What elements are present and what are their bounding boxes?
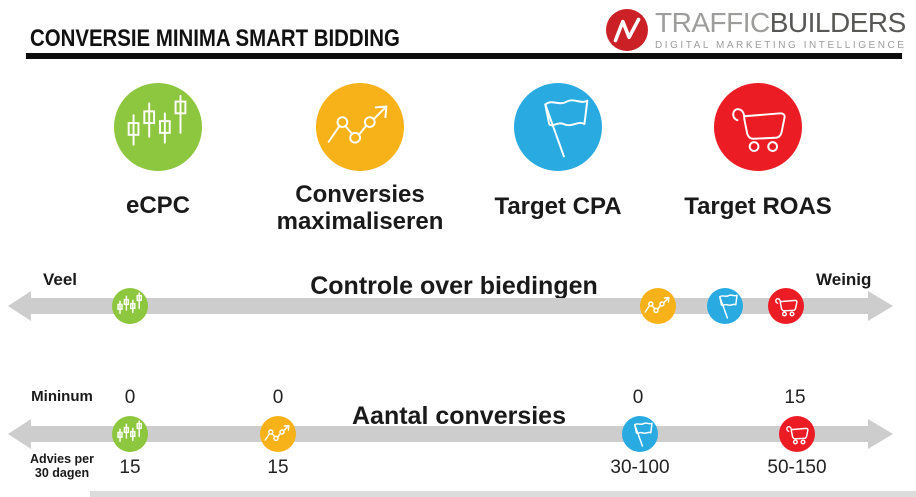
candlestick-chart-icon <box>112 288 148 324</box>
control-marker-conversies-maximaliseren <box>640 288 676 324</box>
growth-line-arrow-icon <box>260 416 296 452</box>
brand-tagline: DIGITAL MARKETING INTELLIGENCE <box>655 40 907 51</box>
header-divider <box>26 53 902 59</box>
brand-name-primary: TRAFFIC <box>655 7 770 38</box>
brand-name-secondary: BUILDERS <box>769 7 907 38</box>
flag-icon <box>514 83 602 171</box>
control-marker-ecpc <box>112 288 148 324</box>
control-axis-title: Controle over biedingen <box>310 272 598 300</box>
target-roas-circle <box>714 83 802 171</box>
control-marker-target-roas <box>768 288 804 324</box>
brand-name: TRAFFICBUILDERS <box>655 9 907 37</box>
conversion-axis-title: Aantal conversies <box>352 402 566 430</box>
minimum-value-conversies-maximaliseren: 0 <box>272 387 284 408</box>
control-axis-right-label: Weinig <box>816 270 872 289</box>
candlestick-chart-icon <box>112 416 148 452</box>
strategy-label-ecpc: eCPC <box>125 192 191 219</box>
minimum-value-ecpc: 0 <box>124 387 136 408</box>
advice-value-conversies-maximaliseren: 15 <box>267 457 289 478</box>
conversion-axis-right-arrowhead-icon <box>868 419 893 449</box>
logo-text: TRAFFICBUILDERS DIGITAL MARKETING INTELL… <box>655 9 907 52</box>
minimum-value-target-cpa: 0 <box>632 387 644 408</box>
advice-value-target-roas: 50-150 <box>767 457 827 478</box>
strategy-label-conversies-maximaliseren: Conversies maximaliseren <box>276 181 444 235</box>
candlestick-chart-icon <box>114 83 202 171</box>
strategy-label-target-cpa: Target CPA <box>494 193 622 220</box>
trafficbuilders-logo: TRAFFICBUILDERS DIGITAL MARKETING INTELL… <box>606 9 907 51</box>
control-axis-left-label: Veel <box>43 270 78 289</box>
conversies-maximaliseren-circle <box>316 83 404 171</box>
conversion-marker-conversies-maximaliseren <box>260 416 296 452</box>
bottom-partial-bar <box>90 491 916 497</box>
shopping-cart-icon <box>768 288 804 324</box>
conversion-marker-target-roas <box>779 416 815 452</box>
strategy-label-target-roas: Target ROAS <box>684 193 832 220</box>
shopping-cart-icon <box>714 83 802 171</box>
conversion-axis-left-arrowhead-icon <box>8 419 31 449</box>
conversion-axis-bar <box>30 426 868 442</box>
advice-row-label-line1: Advies per <box>30 452 94 466</box>
target-cpa-circle <box>514 83 602 171</box>
advice-row-label: Advies per 30 dagen <box>10 452 114 480</box>
ecpc-circle <box>114 83 202 171</box>
page-title: CONVERSIE MINIMA SMART BIDDING <box>30 25 400 52</box>
conversion-marker-target-cpa <box>622 416 658 452</box>
minimum-row-label: Mininum <box>31 388 93 405</box>
advice-row-label-line2: 30 dagen <box>34 466 90 480</box>
minimum-value-target-roas: 15 <box>784 387 806 408</box>
growth-line-arrow-icon <box>316 83 404 171</box>
advice-value-ecpc: 15 <box>119 457 141 478</box>
growth-line-arrow-icon <box>640 288 676 324</box>
control-axis-left-arrowhead-icon <box>8 291 31 321</box>
flag-icon <box>707 288 743 324</box>
advice-value-target-cpa: 30-100 <box>610 457 670 478</box>
flag-icon <box>622 416 658 452</box>
control-axis-right-arrowhead-icon <box>868 291 893 321</box>
control-marker-target-cpa <box>707 288 743 324</box>
shopping-cart-icon <box>779 416 815 452</box>
conversion-marker-ecpc <box>112 416 148 452</box>
logo-pulse-icon <box>606 9 648 51</box>
